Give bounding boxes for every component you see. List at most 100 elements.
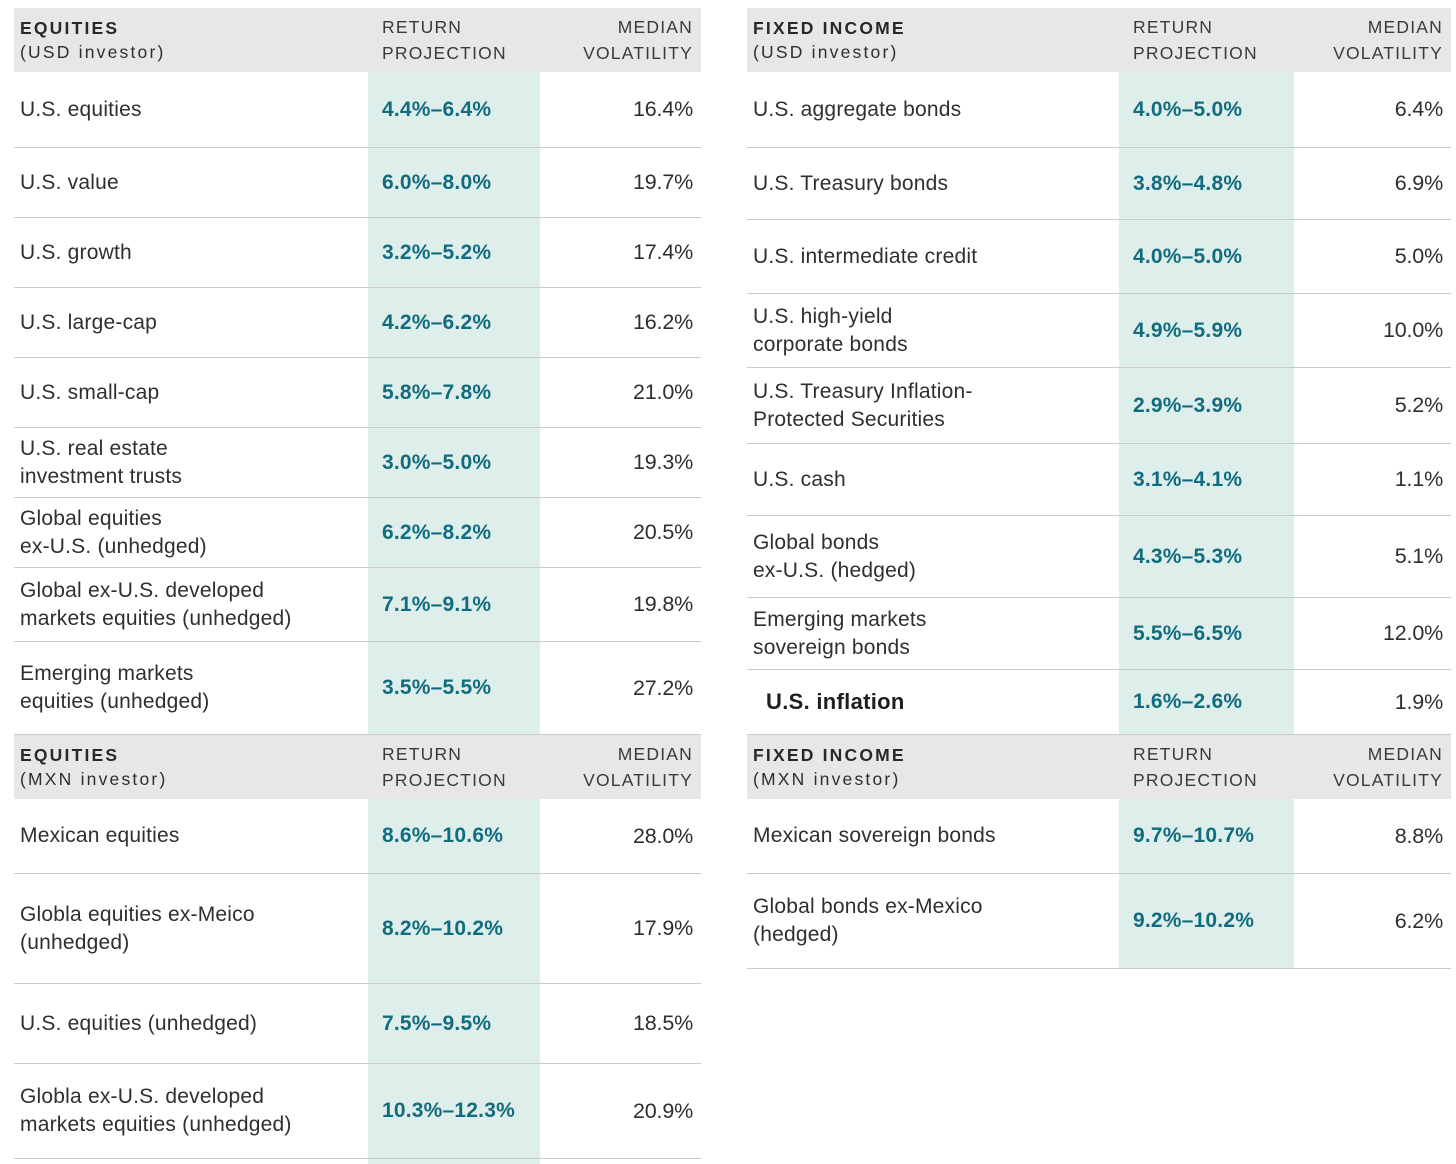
table-row: U.S. equities 4.4%–6.4% 16.4% (14, 72, 701, 148)
table-row: U.S. inflation 1.6%–2.6% 1.9% (747, 670, 1451, 735)
median-volatility-column-header: MEDIAN VOLATILITY (1333, 16, 1443, 63)
median-volatility-value: 18.5% (633, 1011, 693, 1035)
return-projection-value: 9.7%–10.7% (1119, 799, 1294, 873)
section-title: EQUITIES (20, 744, 120, 765)
stub-spacer (14, 1159, 368, 1164)
section-title: EQUITIES (20, 17, 120, 38)
section-title-block: EQUITIES (MXN investor) (14, 745, 368, 790)
median-volatility-value: 27.2% (633, 675, 693, 700)
asset-label: Global ex-U.S. developed markets equitie… (20, 578, 292, 630)
table-row: Global bonds ex-Mexico (hedged) 9.2%–10.2… (747, 874, 1451, 969)
table-row: U.S. high-yield corporate bonds 4.9%–5.9%… (747, 294, 1451, 368)
table-row: U.S. real estate investment trusts 3.0%–5… (14, 428, 701, 498)
return-projection-value: 3.1%–4.1% (1119, 444, 1294, 515)
section-subtitle: (USD investor) (753, 41, 899, 62)
section-title-block: FIXED INCOME (MXN investor) (747, 745, 1119, 790)
table-row: Global equities ex-U.S. (unhedged) 6.2%–8… (14, 498, 701, 568)
median-volatility-value: 19.7% (633, 170, 693, 194)
asset-label: Mexican sovereign bonds (753, 824, 996, 848)
return-projection-value: 2.9%–3.9% (1119, 368, 1294, 443)
asset-label: U.S. high-yield corporate bonds (753, 304, 908, 356)
section-title-block: EQUITIES (USD investor) (14, 18, 368, 63)
asset-label: U.S. Treasury Inflation- Protected Secur… (753, 379, 973, 431)
table-row: U.S. Treasury Inflation- Protected Secur… (747, 368, 1451, 444)
return-projection-value: 4.3%–5.3% (1119, 516, 1294, 597)
median-volatility-value: 17.4% (633, 240, 693, 264)
table-row: Global bonds ex-U.S. (hedged) 4.3%–5.3% 5.… (747, 516, 1451, 598)
section-title-block: FIXED INCOME (USD investor) (747, 18, 1119, 63)
median-volatility-value: 5.0% (1394, 244, 1443, 268)
median-volatility-value: 6.2% (1394, 908, 1443, 933)
asset-label: Global bonds ex-Mexico (hedged) (753, 895, 983, 946)
table-row: U.S. cash 3.1%–4.1% 1.1% (747, 444, 1451, 516)
median-volatility-value: 12.0% (1383, 621, 1443, 645)
table-row: U.S. small-cap 5.8%–7.8% 21.0% (14, 358, 701, 428)
section-subtitle: (MXN investor) (753, 768, 901, 789)
median-volatility-value: 19.8% (633, 592, 693, 616)
median-volatility-column-header: MEDIAN VOLATILITY (583, 743, 693, 790)
median-volatility-value: 1.9% (1394, 689, 1443, 714)
table-row: Emerging markets sovereign bonds 5.5%–6.5… (747, 598, 1451, 670)
asset-label: U.S. cash (753, 467, 846, 491)
return-projection-value: 8.2%–10.2% (368, 874, 540, 983)
return-projection-value: 1.6%–2.6% (1119, 670, 1294, 734)
equities-table: EQUITIES (USD investor) RETURN PROJECTION M… (14, 8, 701, 1164)
asset-label: Global bonds ex-U.S. (hedged) (753, 530, 917, 582)
median-volatility-value: 20.9% (633, 1098, 693, 1123)
median-volatility-value: 16.2% (633, 310, 693, 334)
median-volatility-value: 20.5% (633, 520, 693, 544)
asset-label: Global equities ex-U.S. (unhedged) (20, 506, 207, 558)
median-volatility-value: 6.4% (1394, 97, 1443, 121)
table-row: Global ex-U.S. developed markets equitie… (14, 568, 701, 642)
table-row: U.S. Treasury bonds 3.8%–4.8% 6.9% (747, 148, 1451, 220)
section-title: FIXED INCOME (753, 17, 906, 38)
asset-label: U.S. equities (unhedged) (20, 1011, 258, 1035)
return-projection-value: 7.5%–9.5% (368, 984, 540, 1063)
table-row: Globla equities ex-Meico (unhedged) 8.2%–… (14, 874, 701, 984)
asset-label: U.S. growth (20, 240, 132, 264)
asset-label: Globla equities ex-Meico (unhedged) (20, 902, 255, 954)
median-volatility-value: 8.8% (1394, 823, 1443, 848)
asset-label: Globla ex-U.S. developed markets equitie… (20, 1085, 292, 1136)
return-projection-value: 8.6%–10.6% (368, 799, 540, 873)
asset-label: Mexican equities (20, 824, 180, 848)
table-row: Globla ex-U.S. developed markets equitie… (14, 1064, 701, 1159)
return-projection-value: 4.9%–5.9% (1119, 294, 1294, 367)
return-projection-value: 3.5%–5.5% (368, 642, 540, 734)
return-projection-column-header: RETURN PROJECTION (382, 16, 507, 63)
return-projection-column-header: RETURN PROJECTION (1133, 743, 1258, 790)
median-volatility-value: 1.1% (1394, 467, 1443, 491)
fixed-income-table: FIXED INCOME (USD investor) RETURN PROJECT… (747, 8, 1451, 969)
section-subtitle: (USD investor) (20, 41, 166, 62)
median-volatility-value: 28.0% (633, 823, 693, 848)
section-header: EQUITIES (MXN investor) RETURN PROJECTION M… (14, 735, 701, 799)
table-row: Emerging markets equities (unhedged) 3.5%… (14, 642, 701, 735)
section-header: EQUITIES (USD investor) RETURN PROJECTION M… (14, 8, 701, 72)
table-row: U.S. growth 3.2%–5.2% 17.4% (14, 218, 701, 288)
return-projection-value: 3.2%–5.2% (368, 218, 540, 287)
return-projection-value: 9.2%–10.2% (1119, 874, 1294, 968)
median-volatility-column-header: MEDIAN VOLATILITY (1333, 743, 1443, 790)
return-projection-value: 10.3%–12.3% (368, 1064, 540, 1158)
table-row: U.S. intermediate credit 4.0%–5.0% 5.0% (747, 220, 1451, 294)
asset-label: U.S. intermediate credit (753, 244, 978, 268)
section-subtitle: (MXN investor) (20, 768, 168, 789)
return-projection-column-header: RETURN PROJECTION (1133, 16, 1258, 63)
return-projection-value: 4.0%–5.0% (1119, 72, 1294, 147)
stub-spacer (540, 1159, 701, 1164)
table-row: Mexican sovereign bonds 9.7%–10.7% 8.8% (747, 799, 1451, 874)
median-volatility-value: 5.2% (1394, 393, 1443, 417)
return-projection-column-header: RETURN PROJECTION (382, 743, 507, 790)
asset-label: U.S. large-cap (20, 310, 158, 334)
median-volatility-value: 16.4% (633, 97, 693, 121)
return-projection-value: 3.8%–4.8% (1119, 148, 1294, 219)
median-volatility-value: 6.9% (1394, 171, 1443, 195)
section-title: FIXED INCOME (753, 744, 906, 765)
median-volatility-value: 21.0% (633, 380, 693, 404)
table-row: U.S. value 6.0%–8.0% 19.7% (14, 148, 701, 218)
asset-label: U.S. inflation (766, 689, 905, 715)
table-row: U.S. aggregate bonds 4.0%–5.0% 6.4% (747, 72, 1451, 148)
asset-label: U.S. aggregate bonds (753, 97, 962, 121)
asset-label: U.S. equities (20, 97, 142, 121)
table-row: U.S. equities (unhedged) 7.5%–9.5% 18.5% (14, 984, 701, 1064)
